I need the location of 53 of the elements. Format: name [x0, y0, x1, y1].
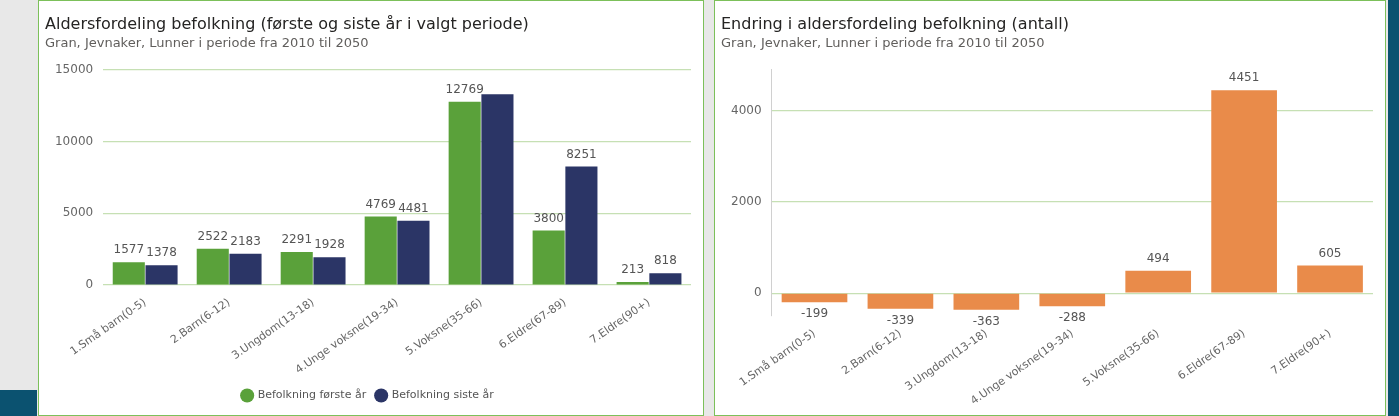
data-label: 3800 — [533, 210, 564, 225]
bar — [196, 248, 229, 285]
data-label: 818 — [653, 253, 677, 268]
bar — [1039, 293, 1106, 307]
data-label: -288 — [1058, 310, 1086, 325]
bar — [481, 94, 514, 285]
chart-subtitle: Gran, Jevnaker, Lunner i periode fra 2010 til 2050 — [721, 35, 1045, 51]
y-tick-label: 5000 — [62, 205, 94, 220]
chart-title: Aldersfordeling befolkning (første og siste år i valgt periode) — [45, 13, 529, 33]
bar — [229, 253, 262, 285]
data-label: 2522 — [197, 228, 229, 243]
data-label: 605 — [1318, 245, 1342, 260]
chart-title: Endring i aldersfordeling befolkning (antall) — [721, 13, 1069, 33]
data-label: 8251 — [566, 146, 597, 161]
bar — [953, 293, 1020, 310]
data-label: -363 — [972, 313, 1000, 328]
y-tick-label: 4000 — [730, 102, 762, 117]
bar — [145, 265, 178, 285]
data-label: 2291 — [281, 232, 313, 247]
data-label: 1378 — [146, 245, 177, 260]
y-tick-label: 2000 — [730, 194, 762, 209]
bar — [1125, 270, 1192, 293]
data-label: 4451 — [1228, 70, 1260, 85]
y-tick-label: 15000 — [54, 61, 94, 76]
bar — [313, 257, 346, 285]
bar — [112, 262, 145, 285]
bar — [781, 293, 848, 303]
data-label: 1928 — [314, 237, 345, 252]
chart-subtitle: Gran, Jevnaker, Lunner i periode fra 2010 til 2050 — [45, 35, 369, 51]
y-tick-label: 10000 — [54, 133, 94, 148]
bar — [397, 220, 430, 285]
bar — [448, 101, 481, 285]
bar — [532, 230, 565, 285]
data-label: 1577 — [113, 242, 145, 257]
bar — [649, 273, 682, 285]
bar — [1211, 90, 1277, 293]
bar — [1297, 265, 1363, 293]
data-label: 213 — [621, 262, 645, 277]
bar — [364, 216, 397, 285]
legend-label: Befolkning siste år — [391, 388, 495, 402]
data-label: 494 — [1146, 250, 1170, 265]
bar — [565, 166, 598, 285]
data-label: 4769 — [365, 196, 396, 211]
data-label: 4481 — [398, 200, 429, 215]
bar — [280, 252, 313, 285]
bar — [867, 293, 934, 309]
y-tick-label: 0 — [753, 285, 762, 300]
data-label: 12769 — [445, 81, 484, 96]
data-label: -339 — [886, 312, 915, 327]
legend-label: Befolkning første år — [257, 388, 367, 402]
data-label: 2183 — [230, 233, 261, 248]
data-label: -199 — [800, 306, 829, 321]
y-tick-label: 0 — [85, 277, 94, 292]
